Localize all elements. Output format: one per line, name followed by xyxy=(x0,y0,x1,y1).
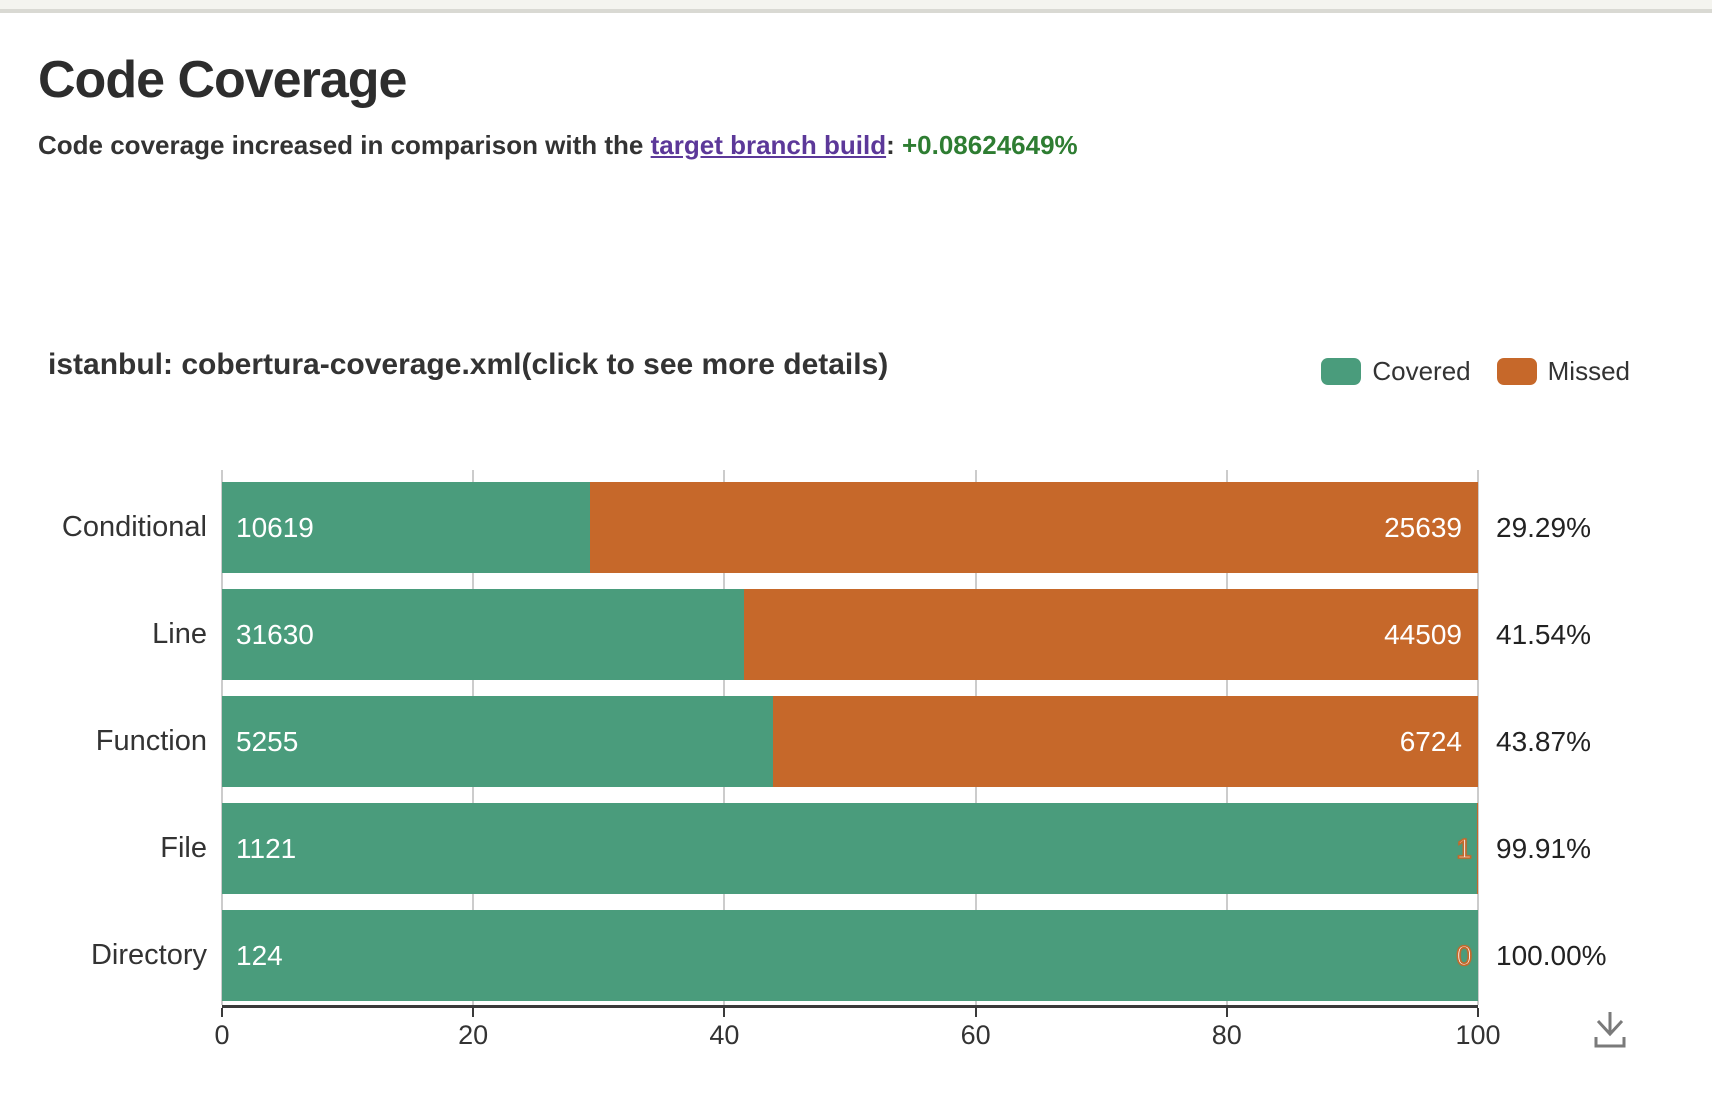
coverage-summary: Code coverage increased in comparison wi… xyxy=(38,130,1078,161)
x-axis-tick xyxy=(723,1008,726,1017)
percent-label: 41.54% xyxy=(1496,619,1591,650)
legend-item-missed[interactable]: Missed xyxy=(1496,356,1630,387)
x-axis-tick xyxy=(472,1008,475,1017)
covered-bar-segment[interactable]: 5255 xyxy=(222,696,773,787)
missed-bar-segment[interactable]: 44509 xyxy=(743,589,1478,680)
x-axis-tick xyxy=(974,1008,977,1017)
covered-bar-segment[interactable]: 1121 xyxy=(222,803,1477,894)
covered-bar-segment[interactable]: 31630 xyxy=(222,589,744,680)
covered-value-label: 10619 xyxy=(236,511,314,543)
missed-value-label: 44509 xyxy=(1384,618,1462,650)
page-title: Code Coverage xyxy=(38,51,407,109)
x-axis-tick xyxy=(1225,1008,1228,1017)
category-label: Conditional xyxy=(61,511,207,543)
missed-bar-segment[interactable]: 6724 xyxy=(772,696,1478,787)
legend-item-covered[interactable]: Covered xyxy=(1321,356,1471,387)
bar-row-file[interactable]: 1121 1 xyxy=(222,803,1478,894)
x-axis-tick-label: 20 xyxy=(458,1020,489,1050)
covered-value-label: 31630 xyxy=(236,618,314,650)
missed-swatch-icon xyxy=(1496,358,1537,385)
bar-row-function[interactable]: 5255 6724 xyxy=(222,696,1478,787)
bar-row-conditional[interactable]: 10619 25639 xyxy=(222,482,1478,573)
percent-label: 29.29% xyxy=(1496,512,1591,543)
covered-value-label: 5255 xyxy=(236,725,299,757)
percent-label: 99.91% xyxy=(1496,833,1591,864)
chart-legend: Covered Missed xyxy=(1321,356,1630,387)
missed-bar-segment[interactable] xyxy=(1476,803,1478,894)
missed-value-label: 1 xyxy=(1456,832,1473,865)
x-axis-tick-label: 40 xyxy=(709,1020,740,1050)
x-axis-tick xyxy=(221,1008,223,1017)
covered-swatch-icon xyxy=(1321,358,1362,385)
x-axis-tick xyxy=(1477,1008,1479,1017)
category-label: Function xyxy=(95,725,207,757)
x-axis-tick-label: 0 xyxy=(214,1020,230,1050)
covered-value-label: 1121 xyxy=(236,832,297,864)
covered-bar-segment[interactable]: 124 xyxy=(222,910,1478,1001)
percent-label: 100.00% xyxy=(1496,940,1607,971)
target-branch-link[interactable]: target branch build xyxy=(650,130,887,160)
missed-value-label: 6724 xyxy=(1399,725,1462,757)
category-label: File xyxy=(160,832,207,864)
covered-value-label: 124 xyxy=(236,939,283,971)
bar-row-directory[interactable]: 124 0 xyxy=(222,910,1478,1001)
summary-separator: : xyxy=(886,130,902,160)
summary-prefix: Code coverage increased in comparison wi… xyxy=(38,130,651,160)
legend-label-covered: Covered xyxy=(1372,356,1471,386)
x-axis-tick-label: 60 xyxy=(960,1020,991,1050)
percent-label: 43.87% xyxy=(1496,726,1591,757)
x-axis-tick-label: 80 xyxy=(1211,1020,1242,1050)
download-icon[interactable] xyxy=(1588,1008,1632,1052)
x-axis-tick-label: 100 xyxy=(1455,1020,1501,1050)
chart-title[interactable]: istanbul: cobertura-coverage.xml(click t… xyxy=(48,348,889,381)
bar-row-line[interactable]: 31630 44509 xyxy=(222,589,1478,680)
missed-value-label: 0 xyxy=(1456,939,1473,972)
coverage-delta: +0.08624649% xyxy=(901,130,1078,160)
missed-bar-segment[interactable]: 25639 xyxy=(589,482,1478,573)
missed-value-label: 25639 xyxy=(1384,511,1462,543)
top-edge-bar xyxy=(0,0,1712,13)
bar-chart-plot: 10619 25639 31630 44509 5255 6724 1121 1 124 0 xyxy=(221,470,1479,1008)
category-label: Directory xyxy=(90,939,207,971)
category-label: Line xyxy=(152,618,207,650)
covered-bar-segment[interactable]: 10619 xyxy=(222,482,590,573)
grid-line xyxy=(1477,470,1479,1005)
legend-label-missed: Missed xyxy=(1547,356,1630,386)
